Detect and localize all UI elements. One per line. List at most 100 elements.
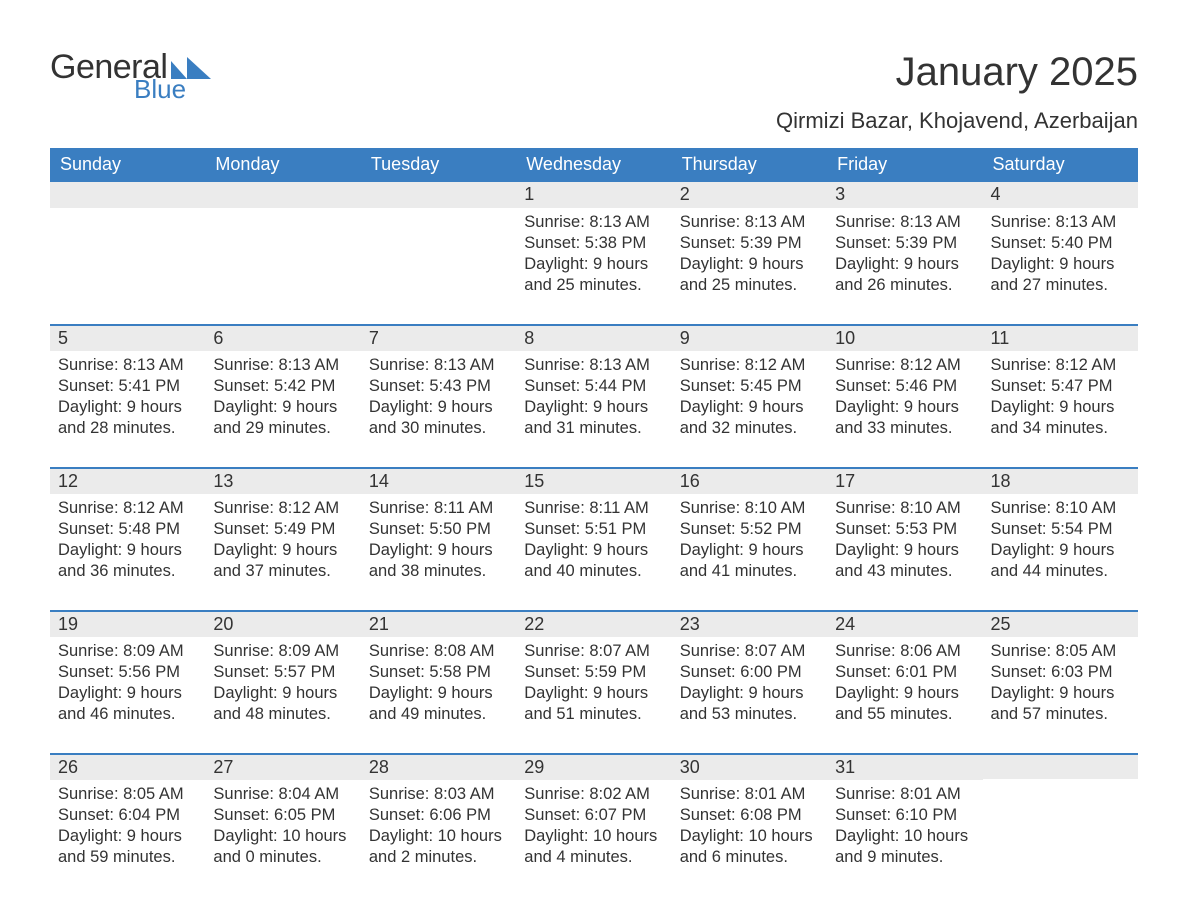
sunrise-text: Sunrise: 8:10 AM	[835, 498, 974, 519]
daylight-text: Daylight: 9 hours and 51 minutes.	[524, 683, 663, 725]
daylight-text: Daylight: 10 hours and 4 minutes.	[524, 826, 663, 868]
daylight-text: Daylight: 9 hours and 43 minutes.	[835, 540, 974, 582]
sunset-text: Sunset: 6:08 PM	[680, 805, 819, 826]
day-cell	[205, 182, 360, 300]
day-cell: 25Sunrise: 8:05 AMSunset: 6:03 PMDayligh…	[983, 610, 1138, 729]
week-row: 5Sunrise: 8:13 AMSunset: 5:41 PMDaylight…	[50, 324, 1138, 443]
day-number: 13	[205, 467, 360, 494]
day-number: 6	[205, 324, 360, 351]
daylight-text: Daylight: 9 hours and 28 minutes.	[58, 397, 197, 439]
day-body: Sunrise: 8:11 AMSunset: 5:50 PMDaylight:…	[361, 494, 516, 586]
day-body: Sunrise: 8:13 AMSunset: 5:44 PMDaylight:…	[516, 351, 671, 443]
sunset-text: Sunset: 6:05 PM	[213, 805, 352, 826]
day-body: Sunrise: 8:07 AMSunset: 6:00 PMDaylight:…	[672, 637, 827, 729]
day-cell: 6Sunrise: 8:13 AMSunset: 5:42 PMDaylight…	[205, 324, 360, 443]
day-body: Sunrise: 8:10 AMSunset: 5:52 PMDaylight:…	[672, 494, 827, 586]
day-number: 15	[516, 467, 671, 494]
sunrise-text: Sunrise: 8:04 AM	[213, 784, 352, 805]
day-body: Sunrise: 8:12 AMSunset: 5:48 PMDaylight:…	[50, 494, 205, 586]
day-cell: 14Sunrise: 8:11 AMSunset: 5:50 PMDayligh…	[361, 467, 516, 586]
week-row: 1Sunrise: 8:13 AMSunset: 5:38 PMDaylight…	[50, 182, 1138, 300]
sunrise-text: Sunrise: 8:05 AM	[58, 784, 197, 805]
sunrise-text: Sunrise: 8:06 AM	[835, 641, 974, 662]
sunset-text: Sunset: 5:39 PM	[680, 233, 819, 254]
day-cell: 11Sunrise: 8:12 AMSunset: 5:47 PMDayligh…	[983, 324, 1138, 443]
day-body: Sunrise: 8:02 AMSunset: 6:07 PMDaylight:…	[516, 780, 671, 872]
weeks-container: 1Sunrise: 8:13 AMSunset: 5:38 PMDaylight…	[50, 182, 1138, 872]
day-cell: 4Sunrise: 8:13 AMSunset: 5:40 PMDaylight…	[983, 182, 1138, 300]
day-number: 12	[50, 467, 205, 494]
day-number	[983, 753, 1138, 779]
day-number: 18	[983, 467, 1138, 494]
sunset-text: Sunset: 5:59 PM	[524, 662, 663, 683]
header: General Blue January 2025 Qirmizi Bazar,…	[50, 50, 1138, 144]
dow-cell: Tuesday	[361, 148, 516, 182]
week-row: 26Sunrise: 8:05 AMSunset: 6:04 PMDayligh…	[50, 753, 1138, 872]
sunset-text: Sunset: 5:46 PM	[835, 376, 974, 397]
day-cell: 23Sunrise: 8:07 AMSunset: 6:00 PMDayligh…	[672, 610, 827, 729]
day-number: 22	[516, 610, 671, 637]
sunrise-text: Sunrise: 8:13 AM	[524, 212, 663, 233]
daylight-text: Daylight: 9 hours and 25 minutes.	[680, 254, 819, 296]
day-cell: 5Sunrise: 8:13 AMSunset: 5:41 PMDaylight…	[50, 324, 205, 443]
day-body: Sunrise: 8:12 AMSunset: 5:46 PMDaylight:…	[827, 351, 982, 443]
day-body: Sunrise: 8:13 AMSunset: 5:40 PMDaylight:…	[983, 208, 1138, 300]
day-number	[205, 182, 360, 208]
daylight-text: Daylight: 10 hours and 9 minutes.	[835, 826, 974, 868]
sunset-text: Sunset: 5:41 PM	[58, 376, 197, 397]
day-number: 27	[205, 753, 360, 780]
day-number: 1	[516, 182, 671, 208]
day-number: 9	[672, 324, 827, 351]
day-of-week-header: SundayMondayTuesdayWednesdayThursdayFrid…	[50, 148, 1138, 182]
sunset-text: Sunset: 6:00 PM	[680, 662, 819, 683]
day-body: Sunrise: 8:03 AMSunset: 6:06 PMDaylight:…	[361, 780, 516, 872]
sunset-text: Sunset: 5:52 PM	[680, 519, 819, 540]
daylight-text: Daylight: 9 hours and 25 minutes.	[524, 254, 663, 296]
sunset-text: Sunset: 5:50 PM	[369, 519, 508, 540]
daylight-text: Daylight: 9 hours and 29 minutes.	[213, 397, 352, 439]
sunrise-text: Sunrise: 8:09 AM	[58, 641, 197, 662]
day-cell: 1Sunrise: 8:13 AMSunset: 5:38 PMDaylight…	[516, 182, 671, 300]
day-cell	[361, 182, 516, 300]
sunrise-text: Sunrise: 8:02 AM	[524, 784, 663, 805]
sunset-text: Sunset: 5:51 PM	[524, 519, 663, 540]
sunset-text: Sunset: 5:49 PM	[213, 519, 352, 540]
day-cell: 29Sunrise: 8:02 AMSunset: 6:07 PMDayligh…	[516, 753, 671, 872]
daylight-text: Daylight: 9 hours and 41 minutes.	[680, 540, 819, 582]
sunset-text: Sunset: 5:57 PM	[213, 662, 352, 683]
day-body: Sunrise: 8:11 AMSunset: 5:51 PMDaylight:…	[516, 494, 671, 586]
day-body: Sunrise: 8:13 AMSunset: 5:41 PMDaylight:…	[50, 351, 205, 443]
day-number: 30	[672, 753, 827, 780]
sunset-text: Sunset: 5:43 PM	[369, 376, 508, 397]
day-number: 2	[672, 182, 827, 208]
day-number	[361, 182, 516, 208]
sunrise-text: Sunrise: 8:12 AM	[213, 498, 352, 519]
sunset-text: Sunset: 6:06 PM	[369, 805, 508, 826]
daylight-text: Daylight: 9 hours and 30 minutes.	[369, 397, 508, 439]
title-block: January 2025 Qirmizi Bazar, Khojavend, A…	[776, 50, 1138, 144]
day-body: Sunrise: 8:01 AMSunset: 6:10 PMDaylight:…	[827, 780, 982, 872]
sunrise-text: Sunrise: 8:01 AM	[680, 784, 819, 805]
sunset-text: Sunset: 5:54 PM	[991, 519, 1130, 540]
sunset-text: Sunset: 5:40 PM	[991, 233, 1130, 254]
day-body	[205, 208, 360, 300]
day-number: 19	[50, 610, 205, 637]
day-body	[50, 208, 205, 300]
day-number: 4	[983, 182, 1138, 208]
day-body	[361, 208, 516, 300]
sunset-text: Sunset: 5:47 PM	[991, 376, 1130, 397]
sunrise-text: Sunrise: 8:13 AM	[213, 355, 352, 376]
day-body	[983, 779, 1138, 871]
sunrise-text: Sunrise: 8:13 AM	[991, 212, 1130, 233]
sunset-text: Sunset: 5:39 PM	[835, 233, 974, 254]
day-number: 20	[205, 610, 360, 637]
day-body: Sunrise: 8:13 AMSunset: 5:38 PMDaylight:…	[516, 208, 671, 300]
day-cell: 3Sunrise: 8:13 AMSunset: 5:39 PMDaylight…	[827, 182, 982, 300]
day-cell: 2Sunrise: 8:13 AMSunset: 5:39 PMDaylight…	[672, 182, 827, 300]
day-cell: 19Sunrise: 8:09 AMSunset: 5:56 PMDayligh…	[50, 610, 205, 729]
sunset-text: Sunset: 5:53 PM	[835, 519, 974, 540]
sunset-text: Sunset: 6:01 PM	[835, 662, 974, 683]
day-cell: 12Sunrise: 8:12 AMSunset: 5:48 PMDayligh…	[50, 467, 205, 586]
day-cell: 30Sunrise: 8:01 AMSunset: 6:08 PMDayligh…	[672, 753, 827, 872]
day-number: 7	[361, 324, 516, 351]
